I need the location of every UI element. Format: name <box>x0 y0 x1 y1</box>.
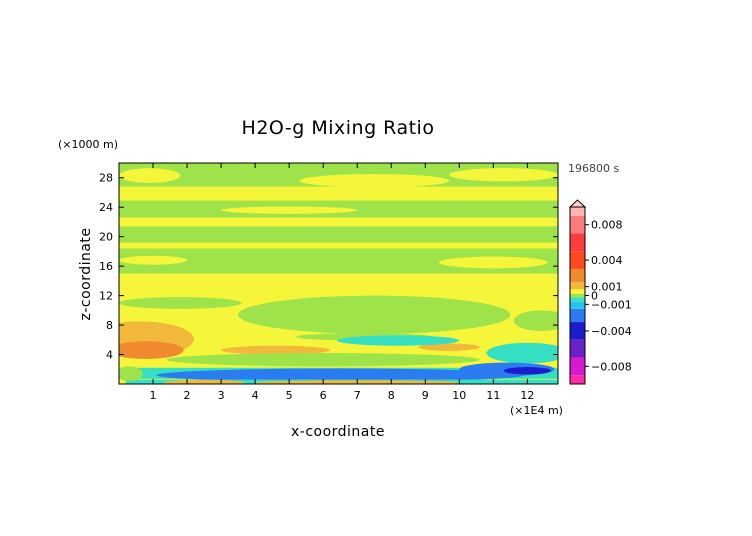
x-tick-label: 4 <box>252 389 259 402</box>
y-tick-label: 20 <box>99 231 113 244</box>
contour-region-10 <box>119 255 188 265</box>
colorbar-segment <box>570 251 585 269</box>
y-tick-label: 24 <box>99 201 113 214</box>
colorbar-segment <box>570 308 585 323</box>
colorbar-tick-label: 0.004 <box>591 254 623 267</box>
contour-field <box>119 163 558 384</box>
x-tick-label: 3 <box>218 389 225 402</box>
x-tick-label: 5 <box>286 389 293 402</box>
plot-frame <box>118 162 559 385</box>
contour-region-16 <box>221 345 330 355</box>
x-tick-label: 2 <box>184 389 191 402</box>
x-unit-label: (×1E4 m) <box>510 404 563 417</box>
x-tick-label: 8 <box>388 389 395 402</box>
contour-region-3 <box>119 226 558 243</box>
y-tick-label: 12 <box>99 290 113 303</box>
contour-region-17 <box>418 343 480 351</box>
contour-region-29 <box>119 366 143 382</box>
y-axis-label: z-coordinate <box>78 227 94 320</box>
time-label: 196800 s <box>568 162 619 175</box>
x-tick-label: 7 <box>354 389 361 402</box>
colorbar-segment <box>570 207 585 216</box>
colorbar-segment <box>570 282 585 290</box>
colorbar-tick-label: −0.004 <box>591 325 632 338</box>
x-axis-ticks: 1 2 3 4 5 6 7 8 9 10 11 12 <box>150 163 534 402</box>
contour-region-13 <box>513 310 558 331</box>
contour-region-5 <box>119 168 181 183</box>
y-tick-label: 16 <box>99 260 113 273</box>
colorbar-segment <box>570 357 585 376</box>
x-tick-label: 6 <box>320 389 327 402</box>
colorbar-segment <box>570 293 585 298</box>
x-tick-label: 9 <box>422 389 429 402</box>
contour-region-8 <box>221 206 358 214</box>
contour-region-20 <box>166 353 480 367</box>
x-tick-label: 11 <box>486 389 500 402</box>
colorbar-tick-label: −0.008 <box>591 360 632 373</box>
colorbar-segment <box>570 215 585 234</box>
colorbar-segment <box>570 233 585 252</box>
colorbar-tick-label: 0.008 <box>591 219 623 232</box>
x-tick-label: 10 <box>452 389 466 402</box>
contour-region-23 <box>156 368 524 382</box>
contour-region-12 <box>119 297 242 309</box>
colorbar-segment <box>570 297 585 302</box>
x-axis-label: x-coordinate <box>291 424 385 440</box>
contour-region-27 <box>163 379 245 384</box>
colorbar-segment <box>570 339 585 358</box>
colorbar-max-arrow <box>568 199 587 208</box>
colorbar-segment <box>570 289 585 294</box>
contour-region-19 <box>336 335 460 346</box>
y-tick-label: 4 <box>106 349 113 362</box>
contour-region-25 <box>503 367 552 375</box>
colorbar-segment <box>570 322 585 340</box>
colorbar-segment <box>570 268 585 283</box>
colorbar-tick-label: −0.001 <box>591 298 632 311</box>
x-tick-label: 1 <box>150 389 157 402</box>
contour-region-6 <box>299 174 450 188</box>
chart-title: H2O-g Mixing Ratio <box>242 117 435 139</box>
colorbar-segment <box>570 375 585 384</box>
y-tick-label: 28 <box>99 172 113 185</box>
colorbar-tick-label: 0.001 <box>591 281 623 294</box>
contour-region-21 <box>486 342 558 364</box>
contour-region-11 <box>238 295 511 334</box>
colorbar-segment <box>570 301 585 309</box>
contour-region-7 <box>449 168 558 182</box>
contour-region-9 <box>438 256 548 269</box>
y-tick-label: 8 <box>106 319 113 332</box>
colorbar-tick-label: 0 <box>591 290 598 303</box>
y-unit-label: (×1000 m) <box>58 138 118 151</box>
y-axis-ticks: 4 8 12 16 20 24 28 <box>99 172 558 362</box>
x-tick-label: 12 <box>520 389 534 402</box>
contour-region-15 <box>119 341 184 359</box>
